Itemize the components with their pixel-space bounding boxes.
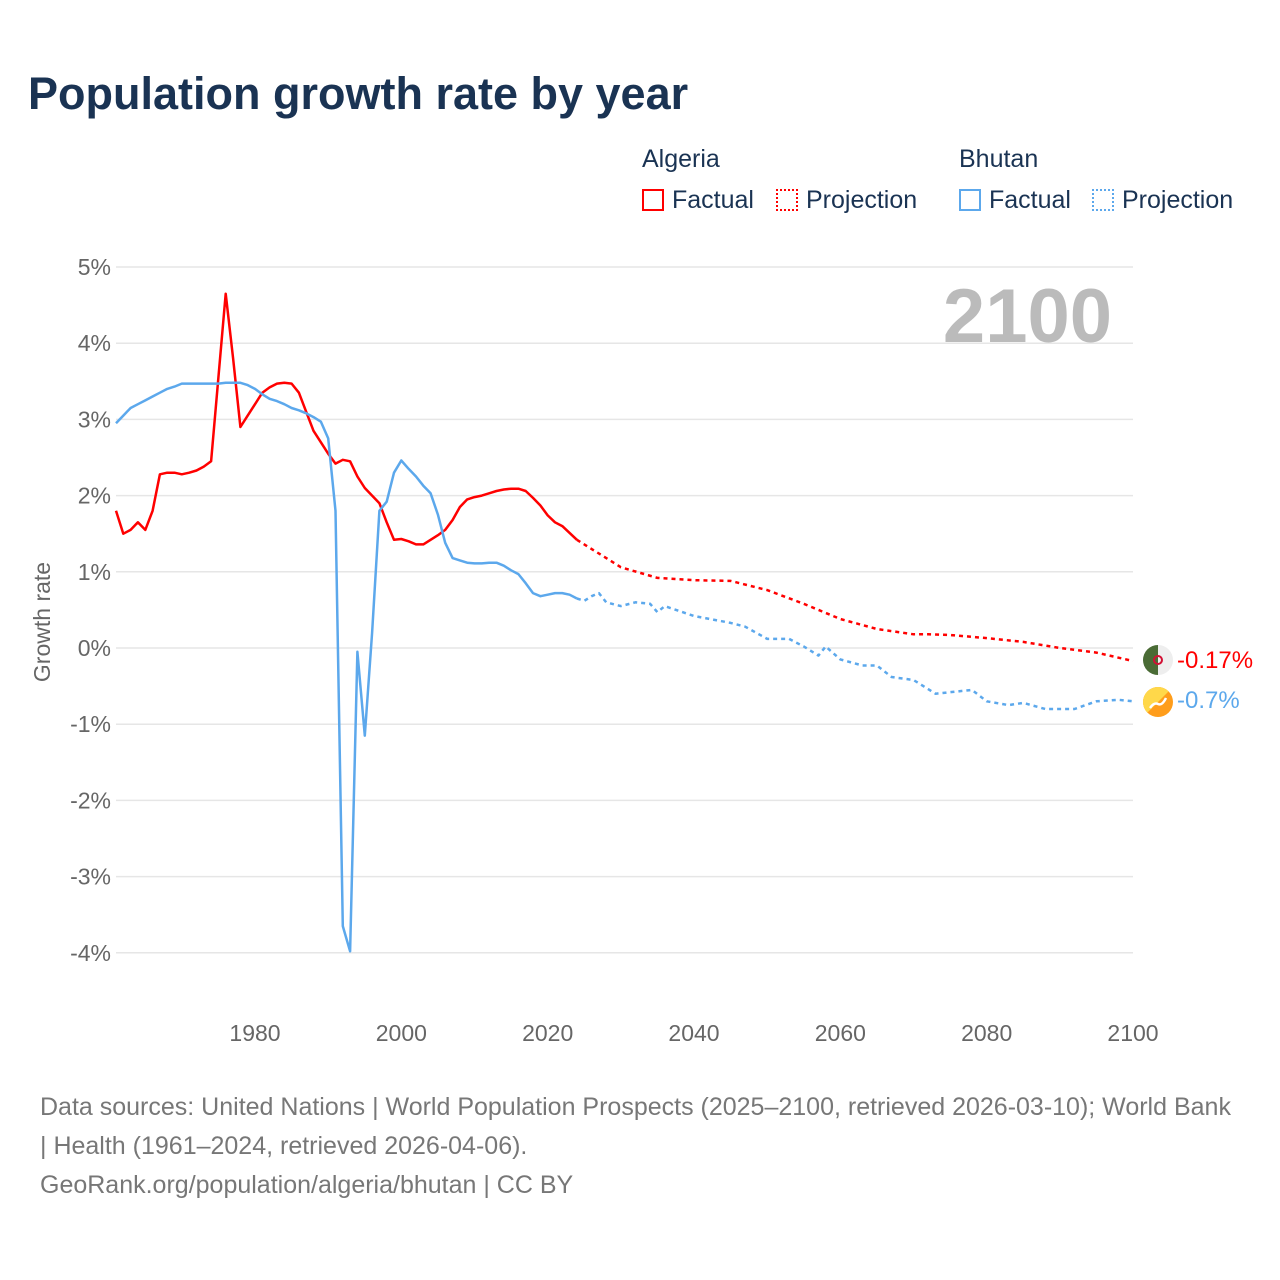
x-tick-label: 2060 (815, 1020, 866, 1046)
source-link[interactable]: GeoRank.org/population/algeria/bhutan | … (40, 1171, 574, 1199)
source-text: Data sources: United Nations | World Pop… (40, 1093, 1231, 1160)
legend-label: Factual (989, 186, 1071, 214)
legend-label: Projection (806, 186, 918, 214)
legend-bhutan-projection[interactable]: Projection (1092, 186, 1233, 215)
series-line-algeria-factual (114, 292, 578, 546)
y-axis-label: Growth rate (29, 562, 55, 682)
legend-label: Factual (672, 186, 754, 214)
chart-title: Population growth rate by year (28, 68, 689, 119)
y-tick-label: -1% (70, 711, 111, 737)
legend-swatch-dotted (1092, 189, 1114, 211)
series-line-bhutan-projection (576, 591, 1134, 711)
series-line-bhutan-factual (115, 381, 578, 953)
legend-label: Projection (1122, 186, 1234, 214)
legend-bhutan-factual[interactable]: Factual (959, 186, 1071, 215)
legend-group-algeria: Algeria (642, 145, 720, 173)
y-tick-label: 5% (78, 254, 111, 280)
year-watermark: 2100 (943, 274, 1112, 359)
x-tick-label: 2040 (668, 1020, 719, 1046)
x-tick-label: 2000 (376, 1020, 427, 1046)
legend-swatch-dotted (776, 189, 798, 211)
y-tick-label: -2% (70, 787, 111, 813)
x-tick-label: 1980 (229, 1020, 280, 1046)
x-tick-label: 2100 (1107, 1020, 1158, 1046)
algeria-flag-icon (1143, 645, 1173, 675)
y-tick-label: 0% (78, 635, 111, 661)
legend-group-bhutan: Bhutan (959, 145, 1039, 173)
legend-algeria-factual[interactable]: Factual (642, 186, 754, 215)
x-tick-label: 2080 (961, 1020, 1012, 1046)
algeria-end-value: -0.17% (1177, 647, 1253, 674)
source-note: Data sources: United Nations | World Pop… (40, 1088, 1240, 1205)
series-line-algeria-projection (576, 538, 1134, 663)
legend-swatch-solid (959, 189, 981, 211)
y-tick-label: 2% (78, 483, 111, 509)
x-tick-label: 2020 (522, 1020, 573, 1046)
y-tick-label: 1% (78, 559, 111, 585)
y-tick-label: -4% (70, 940, 111, 966)
bhutan-end-value: -0.7% (1177, 687, 1240, 714)
bhutan-flag-icon (1143, 687, 1173, 717)
legend-algeria-projection[interactable]: Projection (776, 186, 917, 215)
y-tick-label: -3% (70, 864, 111, 890)
legend-swatch-solid (642, 189, 664, 211)
y-tick-label: 3% (78, 406, 111, 432)
y-tick-label: 4% (78, 330, 111, 356)
